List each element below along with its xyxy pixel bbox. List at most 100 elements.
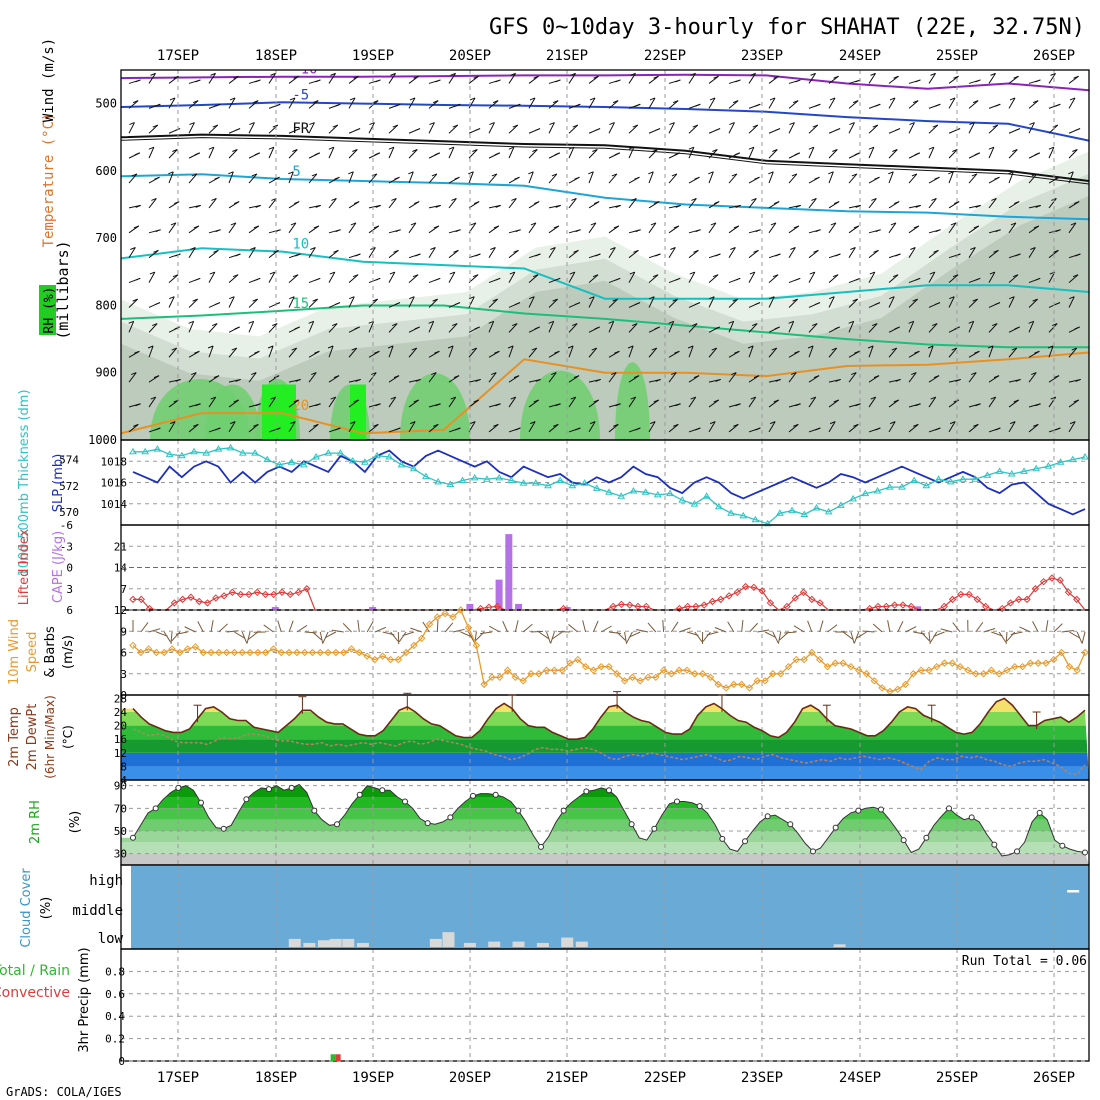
- wind-barb: [748, 323, 758, 333]
- thickness-point: [336, 449, 345, 456]
- thickness-point: [763, 519, 772, 527]
- thickness-point: [629, 487, 638, 494]
- wind-barb: [769, 421, 776, 425]
- thickness-tick-label: 574: [59, 454, 79, 467]
- wind-barb: [214, 176, 220, 180]
- wind-barb-10m: [550, 631, 555, 644]
- wind-barb: [535, 378, 541, 382]
- wind-barb: [508, 73, 516, 84]
- wind-barb-10m: [489, 625, 500, 633]
- wind-barb: [215, 427, 221, 431]
- pressure-tick-label: 800: [95, 298, 117, 312]
- li-tick-label: -6: [60, 519, 73, 532]
- wind-barb: [193, 225, 200, 229]
- wind-barb: [755, 427, 761, 431]
- wind-barb: [648, 171, 654, 175]
- wind-barb: [715, 378, 721, 382]
- wind-barb: [948, 296, 955, 308]
- wind-barb: [608, 423, 619, 433]
- date-label-bottom: 18SEP: [255, 1070, 297, 1086]
- wind-barb: [651, 347, 657, 351]
- low-cloud-bar: [429, 938, 442, 947]
- wind-barb: [1008, 75, 1019, 84]
- wind-barb: [548, 173, 558, 184]
- wind-barb: [273, 375, 280, 379]
- wind-barb: [932, 124, 938, 128]
- wind-barb: [409, 296, 415, 300]
- wind-barb: [1048, 323, 1058, 333]
- wind-barb: [413, 75, 419, 79]
- temp-tick-label: 12: [114, 747, 127, 760]
- wind-barb: [294, 128, 301, 132]
- wind-tick-label: 6: [120, 647, 127, 660]
- wind-barb: [215, 229, 221, 233]
- wind-barb-10m: [184, 626, 196, 633]
- wind-barb: [373, 100, 379, 104]
- wind-speed-point: [183, 645, 192, 653]
- rh-saturated-area: [350, 384, 366, 440]
- wind-speed-point: [144, 645, 153, 653]
- wind-speed-point: [901, 680, 910, 689]
- wind-barb: [268, 73, 276, 84]
- rh-point: [492, 791, 499, 798]
- wind-barb: [429, 122, 435, 126]
- temp-band: [121, 752, 1089, 767]
- rh-point: [447, 814, 454, 821]
- wind-barb: [308, 320, 314, 324]
- wind-barb: [934, 302, 941, 306]
- wind-barb: [195, 204, 201, 208]
- wind-barb: [1068, 149, 1078, 159]
- wind-barb: [351, 347, 357, 351]
- wind-barb: [591, 347, 597, 351]
- wind-barb-10m: [624, 631, 627, 644]
- thickness-line: [133, 447, 1086, 525]
- wind-barb: [550, 247, 556, 250]
- wind-speed-point: [581, 662, 590, 671]
- wind-barb: [374, 152, 380, 156]
- wind-barb: [435, 403, 441, 407]
- wind-barb-10m: [779, 631, 789, 641]
- wind-speed-point: [519, 677, 527, 685]
- wind-barb: [311, 173, 318, 177]
- thickness-point: [837, 501, 845, 508]
- wind-barb: [348, 222, 357, 234]
- low-cloud-bar: [303, 942, 316, 947]
- wind-barb: [168, 171, 174, 184]
- wind-barb: [469, 421, 476, 425]
- wind-barb: [748, 345, 754, 358]
- wind-barb: [473, 399, 479, 403]
- wind-barb: [708, 149, 718, 159]
- wind-barb: [374, 350, 380, 354]
- wind-barb: [315, 403, 321, 407]
- wind-barb: [768, 347, 778, 358]
- wind-barb: [893, 399, 899, 403]
- wind-barb: [668, 320, 674, 324]
- wind-barb-10m: [568, 624, 579, 633]
- wind-barb: [770, 222, 777, 226]
- wind-speed-point: [574, 655, 582, 664]
- wind-barb: [1008, 296, 1015, 308]
- wind-speed-point: [441, 609, 449, 618]
- wind-barb: [335, 103, 341, 107]
- wind-barb: [433, 100, 439, 104]
- wind-barb-10m: [210, 620, 214, 633]
- upper-air-ylabel: (millibars): [54, 240, 72, 339]
- wind-speed-point: [714, 680, 722, 689]
- wind-barb: [874, 302, 881, 306]
- wind-barb: [749, 271, 756, 275]
- wind-barb: [553, 225, 560, 229]
- li-point: [170, 599, 179, 607]
- wind-barb: [554, 350, 560, 354]
- wind-barb: [432, 298, 438, 302]
- wind-barb: [474, 128, 481, 132]
- wind-speed-point: [706, 673, 715, 681]
- thickness-point: [568, 481, 577, 489]
- wind-barb: [348, 296, 355, 308]
- wind-barb: [272, 124, 278, 128]
- wind-barb: [769, 97, 776, 101]
- thickness-point: [458, 476, 467, 484]
- wind-barb: [988, 73, 996, 84]
- precip-total-legend: Total / Rain: [0, 963, 70, 979]
- wind-tick-label: 3: [120, 668, 127, 681]
